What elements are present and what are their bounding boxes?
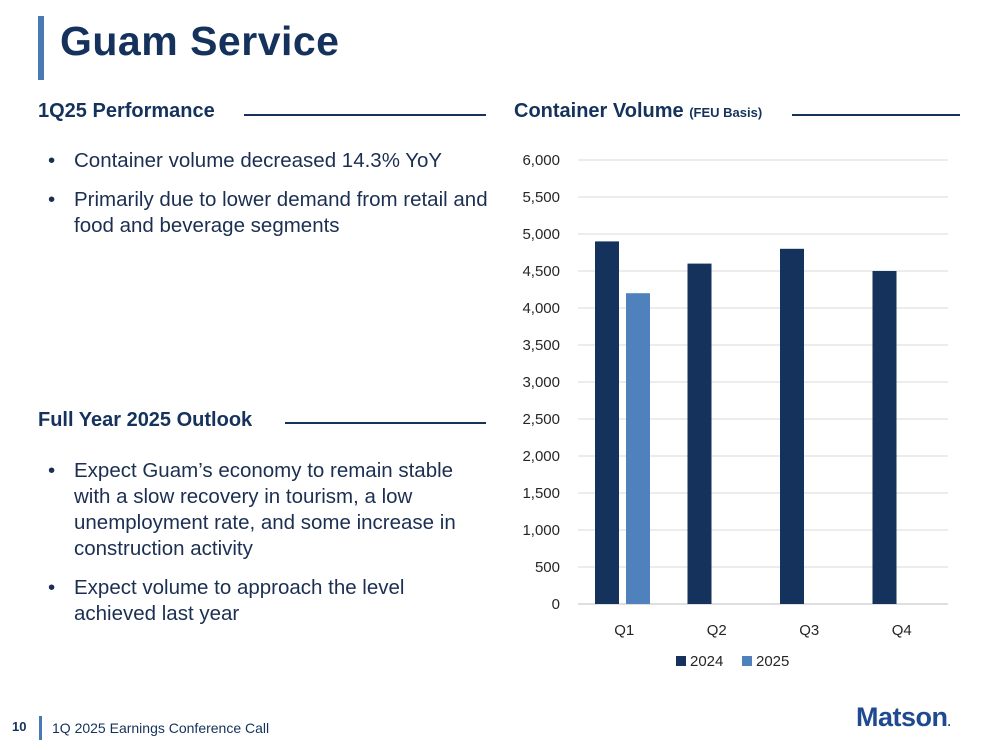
chart-heading-sub: (FEU Basis)	[689, 105, 763, 120]
title-accent-bar	[38, 16, 44, 80]
x-tick-label: Q1	[614, 622, 634, 639]
legend-label-2024: 2024	[690, 653, 723, 670]
chart-heading-main: Container Volume	[514, 100, 684, 122]
y-tick-label: 4,000	[522, 300, 560, 317]
y-tick-label: 2,500	[522, 411, 560, 428]
outlook-bullet: Expect volume to approach the level achi…	[40, 575, 490, 627]
outlook-bullet-list: Expect Guam’s economy to remain stable w…	[40, 458, 490, 640]
container-volume-chart: 0 500 1,000 1,500 2,000 2,500 3,000 3,500 4,000 4…	[522, 152, 948, 670]
page-title: Guam Service	[60, 18, 340, 64]
matson-logo: Matson.	[856, 702, 951, 733]
bar-2024-Q3	[780, 248, 804, 605]
chart-heading: Container Volume (FEU Basis)	[514, 100, 762, 123]
outlook-heading: Full Year 2025 Outlook	[38, 409, 253, 431]
bar-2025-Q1	[626, 293, 650, 604]
y-tick-label: 5,000	[522, 226, 560, 243]
performance-heading-rule	[244, 114, 486, 116]
y-tick-label: 1,000	[522, 522, 560, 539]
legend-swatch-2025	[742, 656, 752, 666]
performance-bullet: Container volume decreased 14.3% YoY	[40, 148, 490, 174]
x-tick-label: Q3	[799, 622, 819, 639]
y-tick-label: 4,500	[522, 263, 560, 280]
performance-bullet-list: Container volume decreased 14.3% YoY Pri…	[40, 148, 490, 252]
footer-divider	[39, 716, 42, 740]
x-tick-label: Q2	[707, 622, 727, 639]
y-tick-label: 500	[535, 559, 560, 576]
outlook-heading-rule	[285, 422, 486, 424]
legend-swatch-2024	[676, 656, 686, 666]
logo-mark: .	[947, 715, 951, 729]
footer-text: 1Q 2025 Earnings Conference Call	[52, 720, 270, 736]
y-tick-label: 1,500	[522, 485, 560, 502]
y-tick-label: 3,000	[522, 374, 560, 391]
x-tick-label: Q4	[892, 622, 912, 639]
bar-2024-Q2	[687, 263, 712, 604]
legend-label-2025: 2025	[756, 653, 789, 670]
y-tick-label: 5,500	[522, 189, 560, 206]
performance-bullet: Primarily due to lower demand from retai…	[40, 187, 490, 239]
chart-heading-rule	[792, 114, 960, 116]
bar-2024-Q4	[872, 271, 897, 604]
y-tick-label: 3,500	[522, 337, 560, 354]
bar-2024-Q1	[595, 241, 619, 604]
logo-text: Matson	[856, 702, 948, 732]
y-tick-label: 0	[552, 596, 560, 613]
performance-heading: 1Q25 Performance	[38, 100, 215, 122]
footer-page-number: 10	[12, 719, 27, 734]
y-tick-label: 2,000	[522, 448, 560, 465]
outlook-bullet: Expect Guam’s economy to remain stable w…	[40, 458, 490, 562]
y-tick-label: 6,000	[522, 152, 560, 169]
